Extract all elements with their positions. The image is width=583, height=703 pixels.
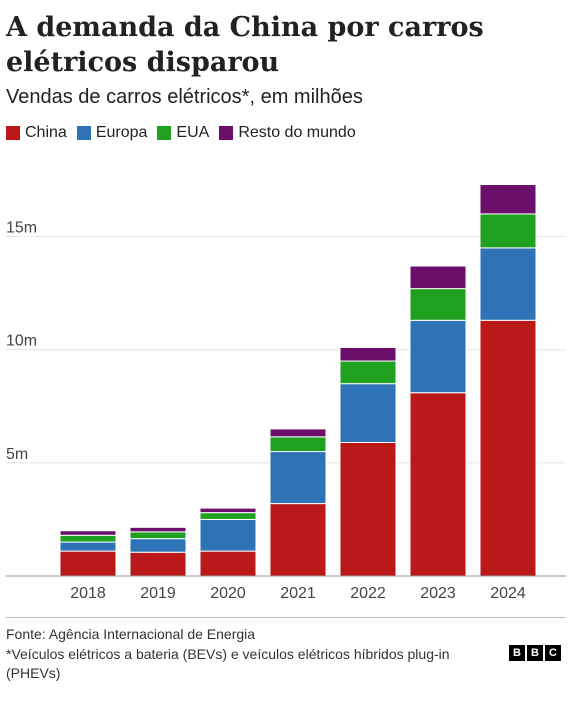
legend-swatch-resto bbox=[219, 126, 234, 140]
bar-segment-eua bbox=[339, 360, 397, 385]
logo-letter: C bbox=[545, 645, 561, 661]
legend-label-europa: Europa bbox=[95, 124, 148, 141]
x-tick-label: 2023 bbox=[420, 585, 456, 602]
bar-segment-resto-do-mundo bbox=[199, 507, 257, 514]
bar-segment-europa bbox=[59, 541, 117, 552]
bar-segment-europa bbox=[199, 518, 257, 552]
bar-segment-europa bbox=[339, 383, 397, 443]
x-tick-label: 2019 bbox=[140, 585, 176, 602]
bar-segment-europa bbox=[269, 451, 327, 505]
legend-item-china: China bbox=[6, 124, 67, 142]
bar-segment-resto-do-mundo bbox=[409, 265, 467, 290]
bar-segment-resto-do-mundo bbox=[339, 346, 397, 362]
bar-segment-china bbox=[199, 550, 257, 577]
logo-letter: B bbox=[509, 645, 525, 661]
bar-segment-china bbox=[59, 550, 117, 577]
bar-segment-europa bbox=[409, 319, 467, 394]
bar-segment-europa bbox=[479, 247, 537, 321]
legend-item-europa: Europa bbox=[76, 124, 148, 142]
bar-segment-eua bbox=[199, 512, 257, 520]
bar-segment-europa bbox=[129, 538, 187, 553]
legend-label-eua: EUA bbox=[176, 124, 210, 141]
legend: China Europa EUA Resto do mundo bbox=[6, 124, 366, 142]
y-tick-label: 10m bbox=[6, 333, 37, 350]
bar-segment-china bbox=[339, 441, 397, 577]
bar-segment-china bbox=[269, 503, 327, 577]
bar-segment-china bbox=[129, 551, 187, 577]
bar-segment-eua bbox=[59, 534, 117, 543]
x-tick-label: 2021 bbox=[280, 585, 316, 602]
legend-swatch-china bbox=[6, 126, 20, 140]
chart-subtitle: Vendas de carros elétricos*, em milhões bbox=[6, 86, 363, 108]
footer-divider bbox=[6, 617, 566, 618]
chart-title: A demanda da China por carros elétricos … bbox=[6, 12, 484, 78]
legend-swatch-eua bbox=[157, 126, 172, 140]
bar-segment-resto-do-mundo bbox=[479, 184, 537, 215]
bar-segment-resto-do-mundo bbox=[269, 428, 327, 438]
legend-swatch-europa bbox=[76, 126, 91, 140]
x-tick-label: 2020 bbox=[210, 585, 246, 602]
x-tick-label: 2022 bbox=[350, 585, 386, 602]
logo-letter: B bbox=[527, 645, 543, 661]
bar-segment-eua bbox=[129, 531, 187, 540]
x-tick-label: 2018 bbox=[70, 585, 106, 602]
y-tick-label: 5m bbox=[6, 446, 28, 463]
footnote: *Veículos elétricos a bateria (BEVs) e v… bbox=[6, 646, 450, 681]
source-note: Fonte: Agência Internacional de Energia bbox=[6, 626, 256, 642]
legend-item-resto: Resto do mundo bbox=[219, 124, 356, 142]
bar-segment-china bbox=[409, 392, 467, 577]
y-tick-label: 15m bbox=[6, 220, 37, 237]
legend-label-resto: Resto do mundo bbox=[238, 124, 356, 141]
x-tick-label: 2024 bbox=[490, 585, 526, 602]
bar-segment-eua bbox=[409, 288, 467, 321]
bar-segment-eua bbox=[479, 213, 537, 249]
bar-segment-resto-do-mundo bbox=[129, 526, 187, 533]
bar-chart: 5m 10m 15m 2018 2019 2020 2021 2022 2023 2024 bbox=[6, 184, 566, 602]
bar-segment-resto-do-mundo bbox=[59, 530, 117, 536]
legend-label-china: China bbox=[25, 124, 67, 141]
bar-segment-china bbox=[479, 319, 537, 577]
bbc-logo: B B C bbox=[509, 645, 563, 661]
legend-item-eua: EUA bbox=[157, 124, 209, 142]
bar-segment-eua bbox=[269, 436, 327, 453]
